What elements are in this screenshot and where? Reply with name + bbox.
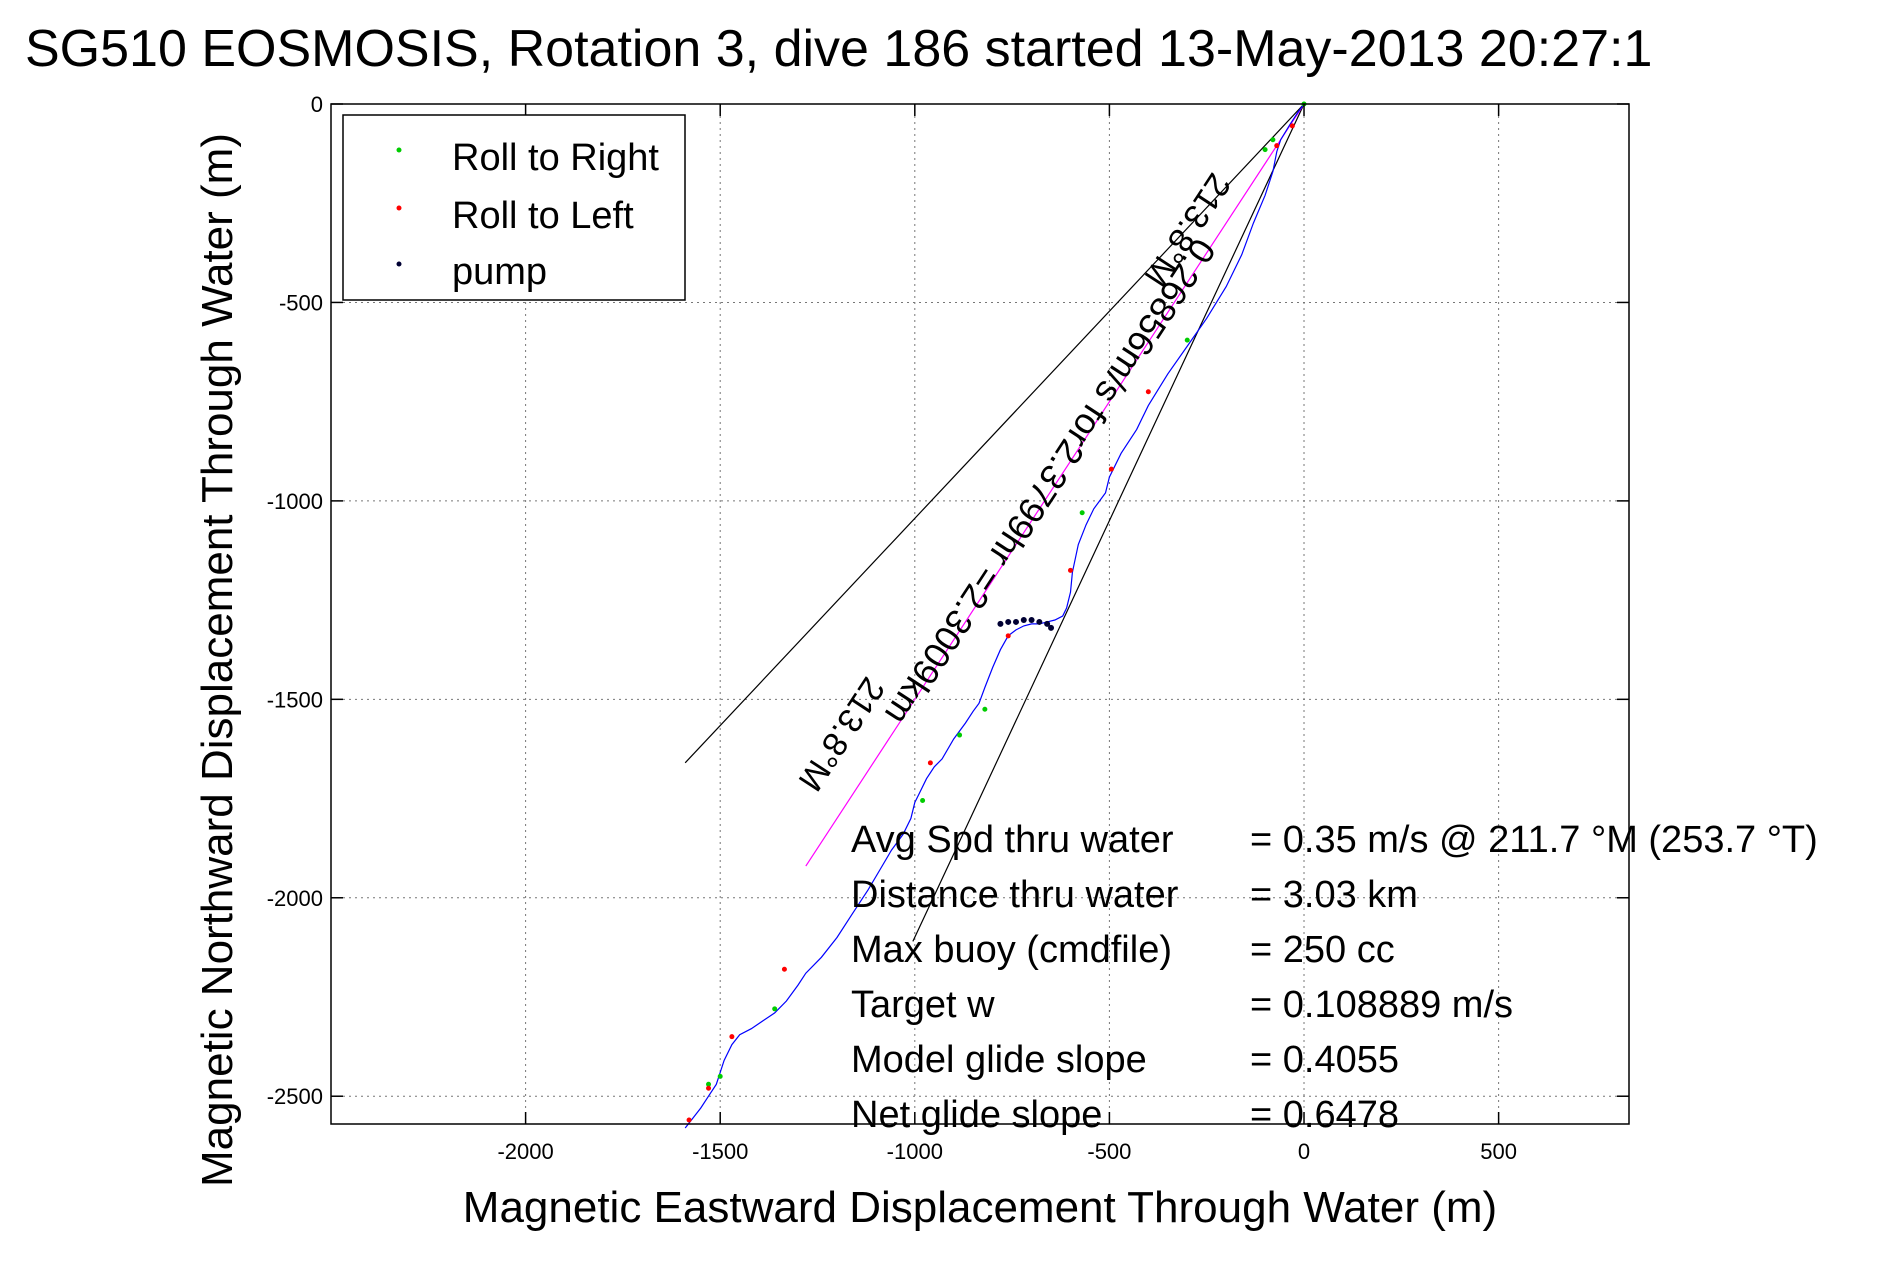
roll-left-point: [1067, 567, 1073, 573]
roll-left-point: [729, 1034, 735, 1040]
roll-left-point: [706, 1085, 712, 1091]
legend-box: [342, 114, 686, 301]
y-tick-label: -1000: [267, 489, 323, 514]
legend-marker-pump: [396, 261, 402, 267]
legend-label-roll-right: Roll to Right: [452, 137, 659, 179]
roll-right-point: [957, 732, 963, 738]
x-axis-label: Magnetic Eastward Displacement Through W…: [463, 1183, 1497, 1232]
stat-value-avg-speed: = 0.35 m/s @ 211.7 °M (253.7 °T): [1250, 819, 1818, 861]
legend-label-pump: pump: [452, 251, 547, 293]
grid: [331, 103, 1629, 1124]
stats-block: Avg Spd thru water = 0.35 m/s @ 211.7 °M…: [851, 819, 1818, 1136]
legend-marker-roll-left: [396, 205, 402, 211]
roll-left-point: [1108, 466, 1114, 472]
reference-lines: [684, 103, 1305, 942]
roll-right-point: [717, 1073, 723, 1079]
pump-point: [1036, 618, 1043, 625]
stat-label-target-w: Target w: [851, 984, 995, 1026]
roll-right-point: [772, 1006, 778, 1012]
pump-point: [1028, 616, 1035, 623]
roll-left-point: [1289, 123, 1295, 129]
depth-average-line: [805, 103, 1305, 867]
x-tick-label: -500: [1087, 1139, 1131, 1164]
stat-value-max-buoy: = 250 cc: [1250, 929, 1395, 971]
x-tick-label: 500: [1480, 1139, 1517, 1164]
stat-label-max-buoy: Max buoy (cmdfile): [851, 929, 1172, 971]
stat-value-target-w: = 0.108889 m/s: [1250, 984, 1513, 1026]
track-line: [684, 103, 1305, 1129]
roll-right-point: [1262, 147, 1268, 153]
roll-right-point: [1079, 510, 1085, 516]
stat-value-net-glide: = 0.6478: [1250, 1094, 1399, 1136]
roll-left-point: [1005, 633, 1011, 639]
roll-and-pump-points: [686, 101, 1307, 1123]
legend-label-roll-left: Roll to Left: [452, 195, 634, 237]
legend-marker-roll-right: [396, 147, 402, 153]
y-axis-label: Magnetic Northward Displacement Through …: [193, 133, 242, 1187]
stat-label-model-glide: Model glide slope: [851, 1039, 1147, 1081]
pump-point: [1048, 624, 1055, 631]
stat-label-net-glide: Net glide slope: [851, 1094, 1102, 1136]
y-tick-label: -2000: [267, 886, 323, 911]
pump-point: [1005, 618, 1012, 625]
y-tick-label: -2500: [267, 1084, 323, 1109]
stat-value-model-glide: = 0.4055: [1250, 1039, 1399, 1081]
roll-left-point: [927, 760, 933, 766]
y-tick-label: -500: [279, 290, 323, 315]
roll-right-point: [1184, 337, 1190, 343]
y-tick-label: 0: [311, 92, 323, 117]
pump-point: [1013, 618, 1020, 625]
stat-value-distance: = 3.03 km: [1250, 874, 1418, 916]
stat-label-distance: Distance thru water: [851, 874, 1179, 916]
envelope-line: [912, 103, 1305, 942]
envelope-line: [684, 103, 1305, 764]
chart-title: SG510 EOSMOSIS, Rotation 3, dive 186 sta…: [25, 20, 1652, 78]
axis-ticks: -2000 -1500 -1000 -500 0 500 0 -500 -1000 -1500 -2…: [267, 92, 1629, 1164]
plot-frame: [330, 103, 1630, 1125]
pump-point: [997, 620, 1004, 627]
stat-label-avg-speed: Avg Spd thru water: [851, 819, 1174, 861]
y-tick-label: -1500: [267, 687, 323, 712]
roll-left-point: [686, 1117, 692, 1123]
roll-left-point: [1274, 143, 1280, 149]
x-tick-label: 0: [1298, 1139, 1310, 1164]
roll-right-point: [920, 798, 926, 804]
x-tick-label: -1500: [692, 1139, 748, 1164]
x-tick-label: -1000: [887, 1139, 943, 1164]
x-tick-label: -2000: [497, 1139, 553, 1164]
roll-left-point: [1145, 389, 1151, 395]
roll-right-point: [982, 706, 988, 712]
roll-left-point: [781, 966, 787, 972]
roll-right-point: [706, 1081, 712, 1087]
pump-point: [1044, 620, 1051, 627]
roll-right-point: [1270, 137, 1276, 143]
pump-point: [1020, 616, 1027, 623]
dive-track: [684, 103, 1305, 1129]
legend: Roll to Right Roll to Left pump: [342, 114, 686, 301]
